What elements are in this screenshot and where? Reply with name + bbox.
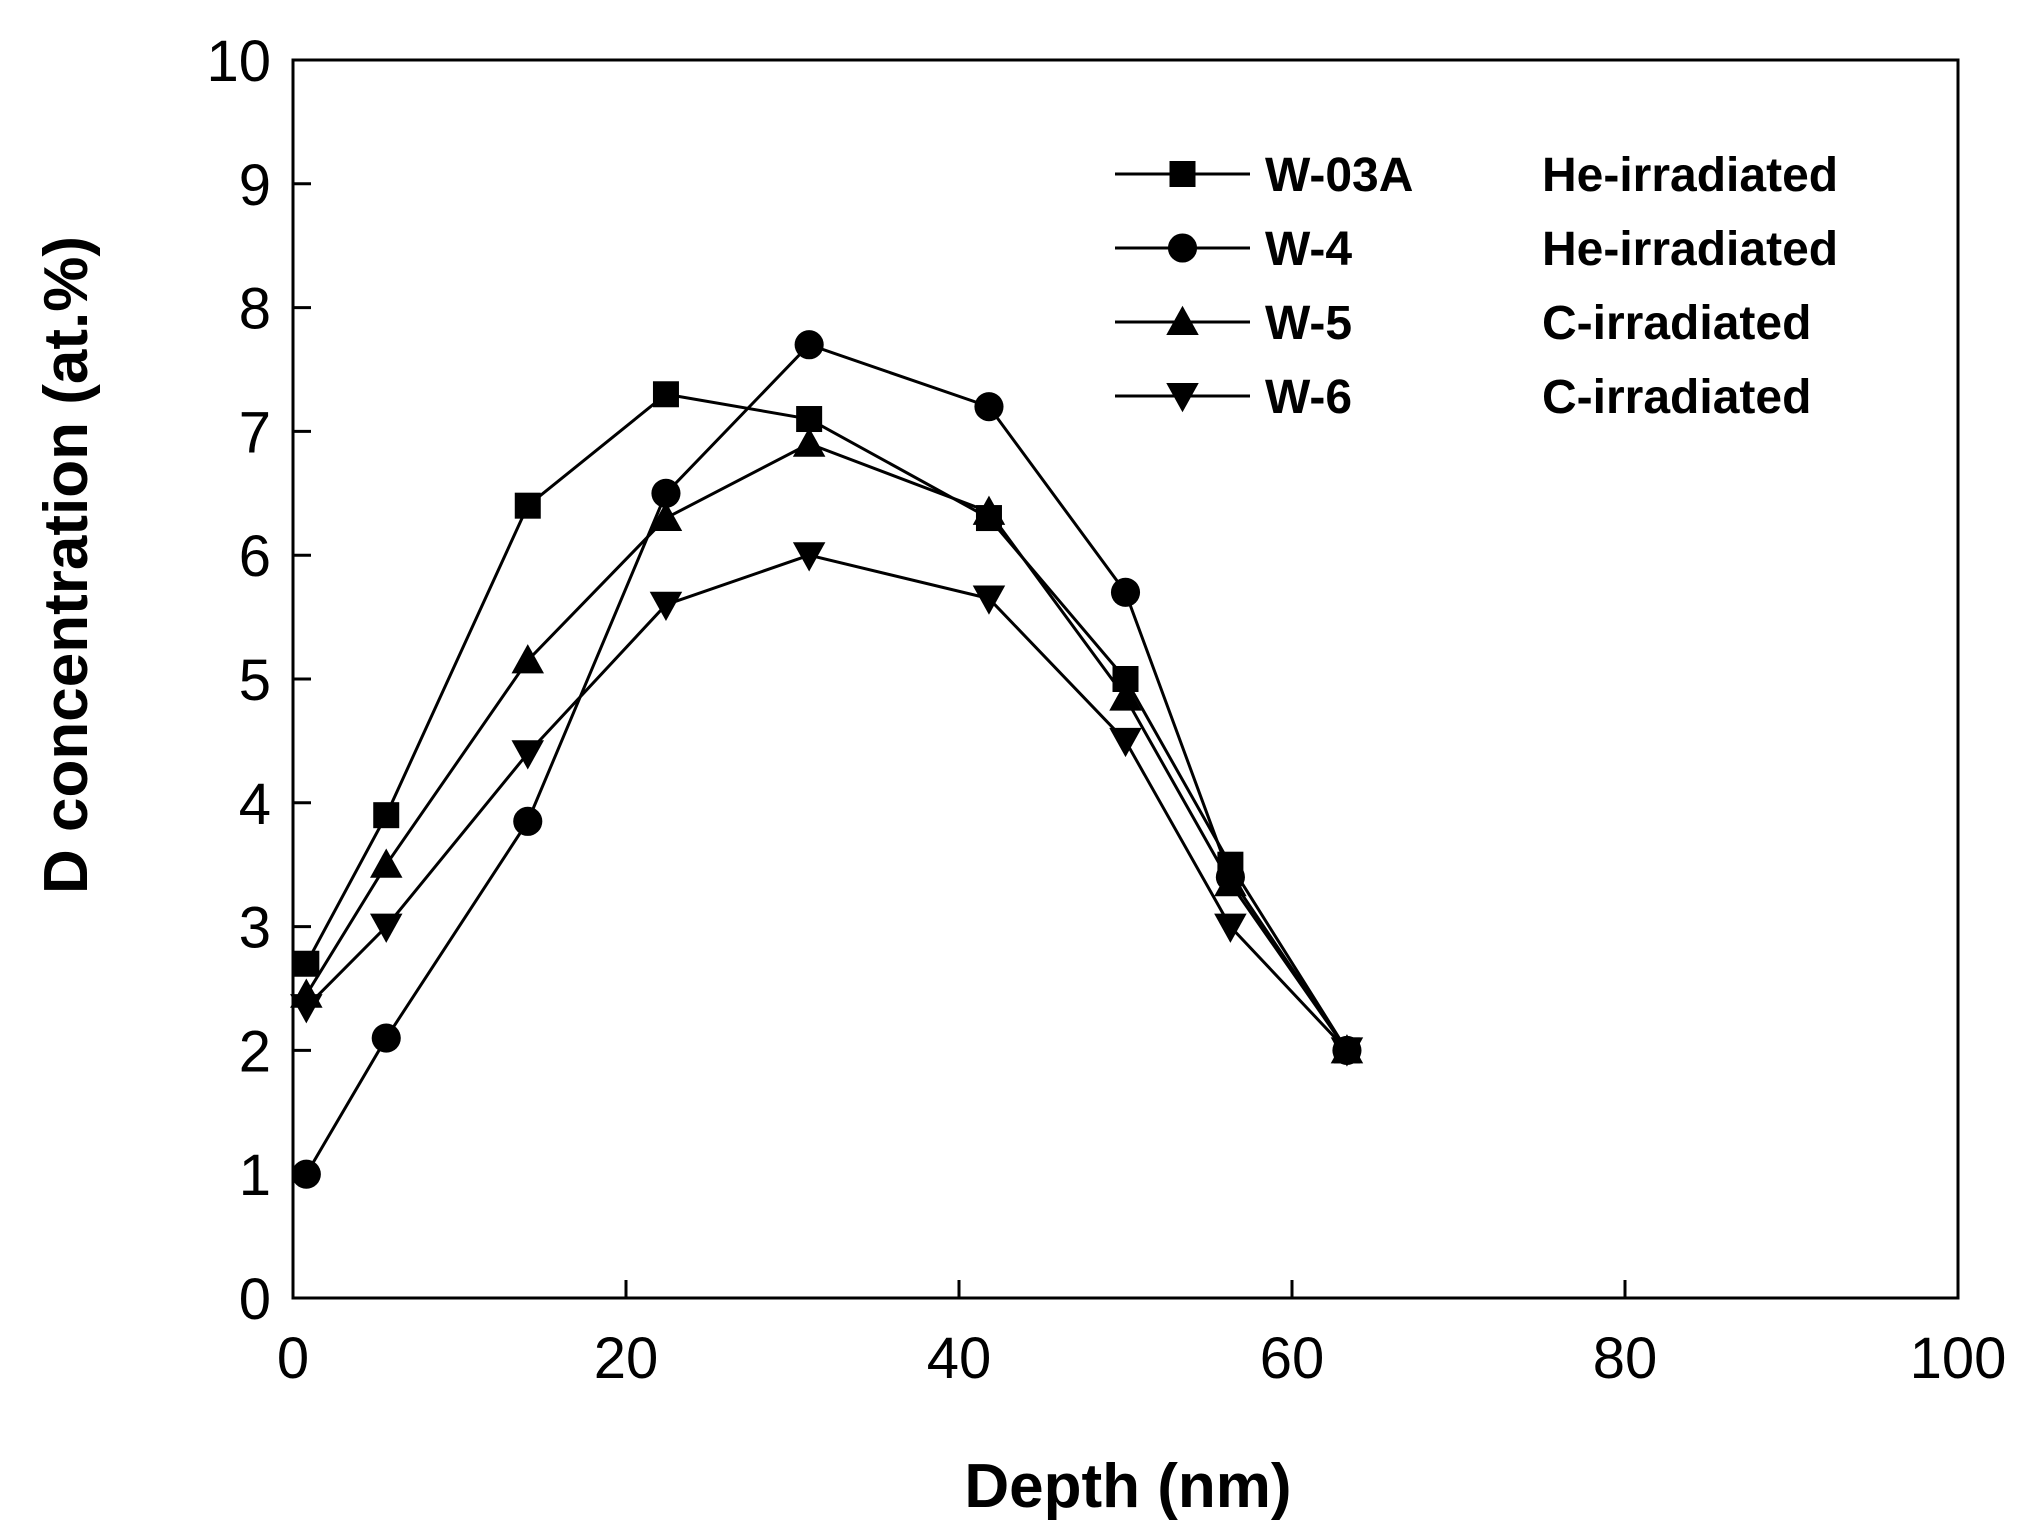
series-line-w-6 [305, 553, 1349, 1052]
data-point-w-5 [1214, 867, 1247, 897]
series-w-5 [290, 427, 1364, 1064]
y-tick-label: 6 [239, 524, 271, 589]
legend-entry-w-6: W-6 C-irradiated [1115, 371, 1811, 424]
data-point-w-5 [1109, 681, 1142, 711]
data-point-w-5 [649, 501, 683, 532]
x-tick-label: 40 [927, 1326, 992, 1391]
legend-label: W-03A [1265, 149, 1413, 202]
data-point-w-6 [1109, 727, 1142, 758]
series-line-w-4 [305, 343, 1349, 1175]
x-tick-label: 20 [594, 1326, 659, 1391]
legend-marker [1166, 383, 1199, 413]
legend-entry-w-5: W-5 C-irradiated [1115, 297, 1811, 350]
x-tick-label: 100 [1910, 1326, 2007, 1391]
series-w-4 [291, 330, 1362, 1189]
data-point-w-4 [291, 1159, 321, 1189]
y-tick-label: 2 [239, 1019, 271, 1084]
data-point-w-6 [369, 913, 403, 943]
data-point-w-03a [293, 950, 320, 977]
series-line-w-5 [305, 442, 1349, 1052]
data-point-w-5 [972, 495, 1006, 525]
data-point-w-4 [513, 806, 543, 836]
legend-marker [1167, 233, 1198, 263]
legend: W-03A He-irradiated W-4 He-irradiated W-5 C-i… [1115, 149, 1838, 424]
legend-description: C-irradiated [1542, 371, 1811, 424]
legend-entry-w-03a: W-03A He-irradiated [1115, 149, 1838, 202]
data-point-w-6 [511, 740, 545, 770]
axes: 0 20 40 60 80 100 0 1 2 3 4 5 6 7 8 9 10 [206, 29, 2006, 1391]
y-tick-label: 0 [239, 1267, 271, 1332]
data-point-w-4 [1110, 577, 1141, 607]
data-point-w-5 [792, 427, 826, 457]
x-tick-label: 60 [1260, 1326, 1325, 1391]
data-point-w-4 [371, 1023, 401, 1053]
data-point-w-5 [511, 644, 545, 674]
legend-label: W-6 [1265, 371, 1352, 424]
x-axis-title: Depth (nm) [964, 1452, 1291, 1521]
data-point-w-03a [652, 381, 679, 408]
y-tick-label: 7 [239, 400, 271, 465]
series-w-03a [293, 381, 1360, 1064]
legend-description: C-irradiated [1542, 297, 1811, 350]
data-point-w-4 [794, 330, 824, 360]
data-point-w-6 [1330, 1037, 1364, 1067]
legend-description: He-irradiated [1542, 223, 1838, 276]
series-line-w-03a [304, 392, 1349, 1052]
legend-description: He-irradiated [1542, 149, 1838, 202]
data-point-w-6 [792, 542, 826, 572]
data-point-w-6 [1214, 913, 1247, 943]
x-tick-label: 0 [277, 1326, 309, 1391]
data-point-w-03a [373, 802, 400, 829]
y-tick-label: 4 [239, 772, 271, 837]
series-w-6 [290, 542, 1364, 1067]
y-tick-label: 1 [239, 1143, 271, 1208]
data-point-w-6 [649, 591, 683, 621]
y-tick-label: 8 [239, 277, 271, 342]
data-point-w-4 [974, 392, 1004, 422]
y-tick-label: 9 [239, 153, 271, 218]
data-point-w-6 [972, 585, 1006, 615]
x-tick-label: 80 [1593, 1326, 1658, 1391]
data-point-w-4 [651, 478, 681, 508]
data-point-w-6 [290, 994, 323, 1024]
legend-label: W-5 [1265, 297, 1352, 350]
y-tick-label: 10 [206, 29, 271, 94]
series-layer [290, 330, 1364, 1189]
legend-entry-w-4: W-4 He-irradiated [1115, 223, 1838, 276]
y-axis-title: D concentration (at.%) [32, 236, 101, 894]
legend-label: W-4 [1265, 223, 1352, 276]
y-tick-label: 5 [239, 648, 271, 713]
legend-marker [1169, 161, 1196, 187]
legend-marker [1166, 305, 1199, 335]
data-point-w-5 [369, 848, 403, 878]
data-point-w-03a [514, 492, 541, 519]
y-tick-label: 3 [239, 896, 271, 961]
